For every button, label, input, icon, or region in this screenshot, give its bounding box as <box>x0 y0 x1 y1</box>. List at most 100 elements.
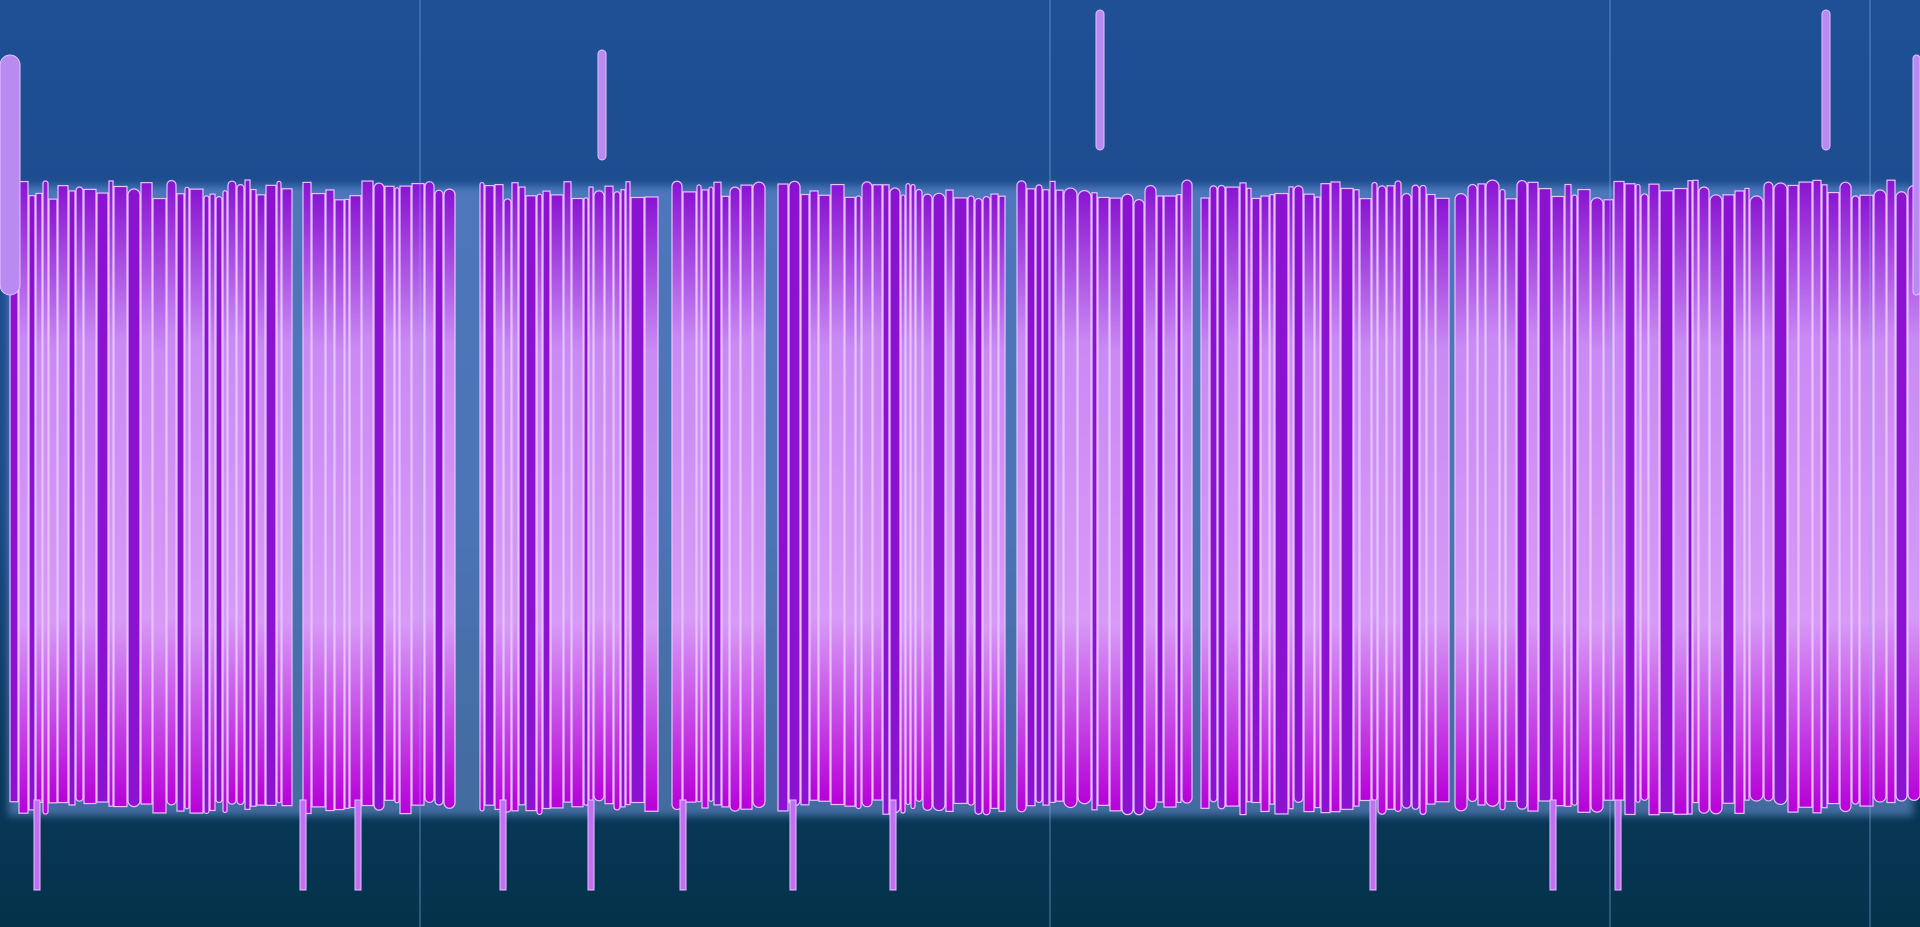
stripe <box>1435 197 1450 803</box>
stripe <box>75 186 84 802</box>
stripe <box>1698 186 1710 814</box>
stripe <box>967 195 975 806</box>
stripe-top <box>1912 54 1920 296</box>
stripe <box>518 186 526 806</box>
stripe <box>932 192 946 812</box>
stripe <box>740 184 753 810</box>
stripe <box>1798 181 1813 808</box>
stripe <box>1225 186 1240 807</box>
stripe <box>1320 183 1331 814</box>
stripe <box>1035 184 1043 804</box>
stripe <box>1359 198 1372 802</box>
stripe <box>1640 193 1649 801</box>
stripe <box>593 190 605 802</box>
stripe <box>35 192 43 803</box>
stripe <box>361 180 374 807</box>
stripe <box>1419 184 1427 816</box>
stripe <box>1851 195 1860 805</box>
stripe <box>1749 195 1764 802</box>
stripe <box>682 191 697 803</box>
stripe <box>696 184 702 803</box>
stripe <box>620 189 626 808</box>
stripe <box>511 182 519 812</box>
stripe <box>525 195 537 812</box>
stripe <box>42 180 49 815</box>
stripe <box>203 195 210 815</box>
stripe <box>1097 196 1110 806</box>
stripe <box>349 195 362 809</box>
stripe-tail <box>499 799 507 891</box>
stripe <box>613 191 621 811</box>
stripe-top <box>1821 9 1831 151</box>
stripe <box>227 180 237 805</box>
stripe <box>550 194 564 809</box>
stripe <box>152 197 167 814</box>
stripe <box>1049 180 1056 804</box>
stripe <box>1659 190 1674 814</box>
stripe <box>1394 180 1402 813</box>
stripe <box>373 182 385 811</box>
stripe <box>701 189 709 809</box>
stripe <box>424 181 435 804</box>
stripe <box>1873 189 1887 803</box>
stripe <box>729 186 741 812</box>
stripe <box>479 181 485 812</box>
stripe <box>1571 194 1578 806</box>
stripe <box>250 188 257 807</box>
stripe <box>583 197 589 806</box>
stripe <box>281 188 293 807</box>
stripe <box>108 180 114 807</box>
stripe <box>1156 195 1164 803</box>
stripe <box>1613 180 1625 801</box>
stripe <box>1673 187 1688 815</box>
stripe <box>809 190 819 801</box>
stripe <box>18 180 29 814</box>
stripe <box>1648 183 1660 816</box>
stripe <box>1330 181 1341 813</box>
stripe <box>915 188 923 802</box>
stripe <box>872 184 883 801</box>
stripe <box>1859 194 1874 807</box>
stripe <box>1181 179 1193 804</box>
stripe <box>1314 196 1321 809</box>
stripe <box>503 198 512 813</box>
stripe <box>1467 183 1478 803</box>
stripe <box>844 196 856 807</box>
stripe-tail <box>1369 799 1377 891</box>
stripe <box>1827 191 1840 805</box>
stripe <box>1274 192 1289 815</box>
stripe <box>1077 190 1092 805</box>
stripe <box>588 186 594 806</box>
stripe <box>399 185 412 815</box>
stripe <box>83 188 97 805</box>
stripe <box>1538 187 1552 802</box>
stripe <box>302 181 312 815</box>
stripe <box>855 195 862 810</box>
stripe <box>1063 187 1078 809</box>
stripe <box>209 193 216 812</box>
stripe <box>1377 185 1387 815</box>
stripe <box>1176 194 1182 804</box>
stripe <box>708 186 714 802</box>
stripe <box>1293 185 1304 803</box>
stripe <box>1624 183 1636 816</box>
stripe <box>998 195 1006 812</box>
stripe <box>777 183 789 812</box>
stripe <box>265 184 277 806</box>
stripe <box>1091 192 1098 811</box>
stripe <box>1209 185 1218 803</box>
stripe-tail <box>1549 799 1557 891</box>
stripe <box>189 188 204 814</box>
stripe <box>900 194 906 814</box>
stripe <box>1016 180 1027 813</box>
stripe <box>1340 187 1354 810</box>
stripe <box>1635 183 1641 803</box>
stripe <box>982 195 991 816</box>
stripe-tail <box>33 799 41 891</box>
stripe <box>334 199 345 811</box>
stripe <box>625 181 631 806</box>
stripe <box>222 190 228 814</box>
stripe <box>1251 197 1261 804</box>
stripe <box>563 181 572 803</box>
